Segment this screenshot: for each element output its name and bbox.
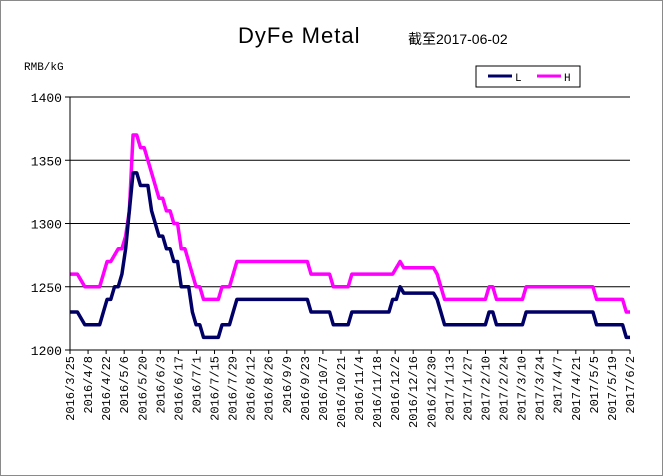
x-tick-label: 2016/6/17: [172, 356, 186, 421]
x-tick-label: 2017/1/13: [443, 356, 457, 421]
x-tick-label: 2016/12/16: [407, 356, 421, 428]
x-tick-label: 2017/2/24: [498, 356, 512, 421]
legend-label-h: H: [564, 73, 571, 85]
x-tick-label: 2016/6/3: [154, 356, 168, 414]
x-tick-label: 2016/8/26: [263, 356, 277, 421]
x-tick-label: 2016/9/23: [299, 356, 313, 421]
y-tick-label: 1350: [31, 154, 62, 169]
x-tick-label: 2017/2/10: [479, 356, 493, 421]
x-tick-label: 2016/9/9: [281, 356, 295, 414]
series-lines: [70, 133, 630, 340]
x-tick-label: 2016/5/20: [136, 356, 150, 421]
y-tick-label: 1200: [31, 344, 62, 359]
x-tick-label: 2016/10/7: [317, 356, 331, 421]
x-tick-label: 2016/3/25: [64, 356, 78, 421]
x-tick-label: 2016/7/29: [227, 356, 241, 421]
x-tick-label: 2017/6/2: [624, 356, 638, 414]
chart-subtitle: 截至2017-06-02: [408, 31, 508, 47]
y-tick-label: 1300: [31, 218, 62, 233]
x-tick-label: 2016/4/8: [82, 356, 96, 414]
x-tick-label: 2016/7/1: [190, 356, 204, 414]
gridlines: [70, 96, 630, 288]
x-tick-label: 2016/8/12: [245, 356, 259, 421]
series-line-h: [70, 133, 630, 314]
legend-label-l: L: [515, 73, 522, 85]
x-tick-label: 2016/11/18: [371, 356, 385, 428]
x-tick-label: 2017/5/19: [606, 356, 620, 421]
legend-box: [475, 65, 581, 88]
x-tick-label: 2016/5/6: [118, 356, 132, 414]
y-axis-ticks: 1200 1250 1300 1350 1400: [31, 91, 70, 359]
y-axis-unit-label: RMB/kG: [24, 62, 64, 74]
chart-title: DyFe Metal: [238, 23, 360, 48]
series-line-l: [70, 171, 630, 340]
x-axis-ticks: 2016/3/25 2016/4/8 2016/4/22 2016/5/6 2016/5…: [64, 350, 638, 428]
x-tick-label: 2017/3/10: [516, 356, 530, 421]
x-tick-label: 2016/12/2: [389, 356, 403, 421]
x-tick-label: 2016/11/4: [353, 356, 367, 421]
x-tick-label: 2016/7/15: [209, 356, 223, 421]
legend: L H: [475, 65, 581, 88]
x-tick-label: 2017/4/7: [552, 356, 566, 414]
y-tick-label: 1250: [31, 281, 62, 296]
x-tick-label: 2017/1/27: [461, 356, 475, 421]
x-tick-label: 2017/5/5: [588, 356, 602, 414]
x-tick-label: 2016/12/30: [425, 356, 439, 428]
x-tick-label: 2017/4/21: [570, 356, 584, 421]
x-tick-label: 2016/4/22: [100, 356, 114, 421]
x-tick-label: 2017/3/24: [534, 356, 548, 421]
y-tick-label: 1400: [31, 91, 62, 106]
x-tick-label: 2016/10/21: [335, 356, 349, 428]
